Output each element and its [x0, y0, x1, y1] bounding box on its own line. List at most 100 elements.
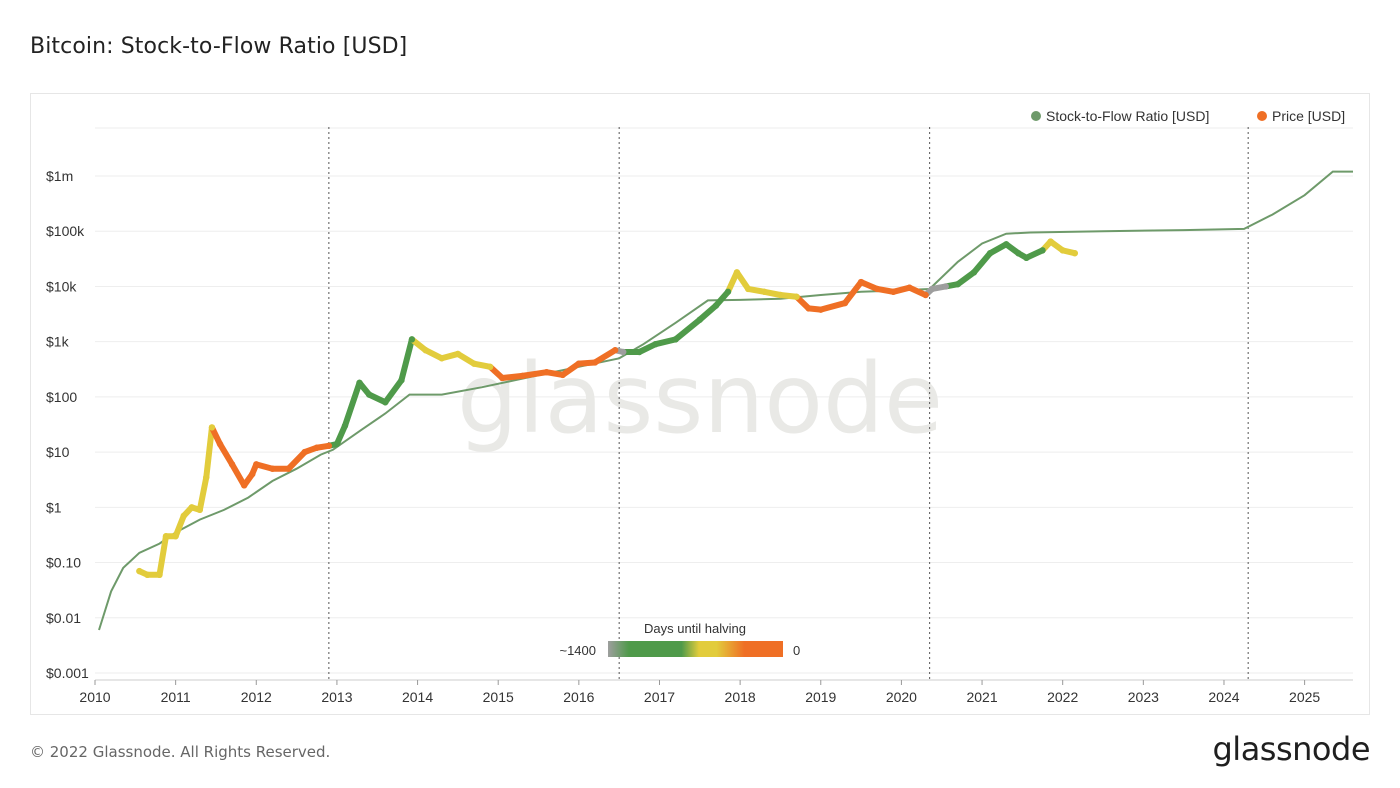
price-point — [1039, 247, 1046, 254]
price-segment — [333, 422, 348, 448]
price-segment — [172, 512, 187, 540]
colorbar-min-label: ~1400 — [559, 643, 596, 658]
x-tick-label: 2024 — [1208, 689, 1239, 705]
x-tick-label: 2017 — [644, 689, 675, 705]
price-point — [817, 306, 824, 313]
price-point — [857, 278, 865, 286]
price-point — [970, 269, 978, 276]
price-point — [188, 504, 195, 511]
colorbar-max-label: 0 — [793, 643, 800, 658]
price-point — [398, 377, 405, 384]
price-point — [733, 269, 741, 276]
price-point — [162, 533, 170, 540]
x-tick-label: 2010 — [79, 689, 110, 705]
price-point — [575, 360, 583, 367]
legend-label-price[interactable]: Price [USD] — [1272, 108, 1345, 124]
price-segment — [559, 360, 582, 378]
legend: Stock-to-Flow Ratio [USD] Price [USD] — [1031, 108, 1345, 124]
price-point — [470, 360, 478, 367]
colorbar: Days until halving ~1400 0 — [559, 621, 800, 658]
price-point — [1047, 238, 1054, 245]
price-segment — [156, 533, 169, 578]
chart-frame — [30, 93, 1370, 715]
price-point — [228, 461, 236, 468]
price-segment — [696, 302, 719, 323]
price-point — [172, 533, 179, 540]
price-point — [203, 474, 210, 481]
price-segment — [499, 372, 526, 381]
price-segment — [652, 336, 679, 348]
glassnode-logo[interactable]: glassnode — [1212, 730, 1370, 768]
price-segment — [216, 441, 236, 468]
x-tick-label: 2019 — [805, 689, 836, 705]
x-tick-label: 2015 — [483, 689, 514, 705]
legend-label-s2f[interactable]: Stock-to-Flow Ratio [USD] — [1046, 108, 1209, 124]
price-segment — [519, 369, 550, 379]
price-segment — [817, 300, 848, 313]
price-point — [712, 302, 720, 309]
x-tick-label: 2023 — [1128, 689, 1159, 705]
y-tick-label: $100 — [46, 389, 77, 405]
price-segment — [591, 347, 619, 366]
price-point — [180, 512, 187, 520]
price-point — [499, 374, 506, 382]
x-tick-label: 2022 — [1047, 689, 1078, 705]
price-point — [285, 465, 292, 472]
price-point — [216, 440, 224, 448]
price-segment — [672, 316, 703, 343]
x-tick-label: 2013 — [321, 689, 352, 705]
price-point — [249, 470, 256, 478]
price-point — [365, 391, 373, 398]
x-tick-label: 2016 — [563, 689, 594, 705]
price-point — [906, 284, 913, 291]
price-point — [1023, 254, 1030, 262]
price-point — [341, 422, 349, 429]
price-point — [422, 347, 429, 354]
y-tick-label: $1 — [46, 499, 62, 515]
price-segment — [341, 379, 363, 429]
price-point — [240, 482, 248, 489]
price-point — [611, 347, 619, 354]
price-point — [543, 368, 550, 376]
y-tick-label: $0.001 — [46, 665, 89, 681]
price-point — [874, 285, 881, 293]
price-point — [1059, 247, 1066, 254]
price-point — [652, 340, 659, 348]
x-tick-label: 2021 — [966, 689, 997, 705]
price-segment — [733, 269, 752, 292]
price-point — [793, 293, 800, 300]
price-point — [942, 283, 949, 290]
price-point — [724, 288, 732, 295]
x-tick-label: 2012 — [241, 689, 272, 705]
price-point — [636, 348, 643, 356]
price-point — [1071, 249, 1078, 257]
price-segment — [229, 461, 248, 489]
price-point — [777, 291, 784, 299]
price-point — [954, 280, 962, 288]
price-point — [156, 571, 163, 579]
x-tick-label: 2011 — [161, 689, 191, 705]
price-point — [986, 249, 994, 257]
x-tick-label: 2020 — [886, 689, 917, 705]
price-point — [382, 399, 389, 406]
legend-marker-s2f — [1031, 111, 1041, 121]
price-point — [841, 299, 849, 307]
price-point — [805, 305, 812, 312]
y-tick-label: $10k — [46, 278, 77, 294]
price-point — [325, 442, 333, 450]
price-point — [301, 448, 308, 456]
y-tick-label: $1k — [46, 334, 70, 350]
legend-marker-price — [1257, 111, 1267, 121]
colorbar-gradient — [608, 641, 783, 657]
chart-title: Bitcoin: Stock-to-Flow Ratio [USD] — [30, 34, 408, 59]
price-point — [890, 288, 897, 295]
price-segment — [203, 424, 215, 481]
price-segment — [398, 336, 415, 384]
price-point — [519, 372, 526, 380]
price-point — [356, 379, 363, 386]
x-tick-label: 2025 — [1289, 689, 1320, 705]
price-point — [761, 288, 768, 295]
price-point — [313, 444, 320, 451]
price-point — [196, 506, 204, 514]
